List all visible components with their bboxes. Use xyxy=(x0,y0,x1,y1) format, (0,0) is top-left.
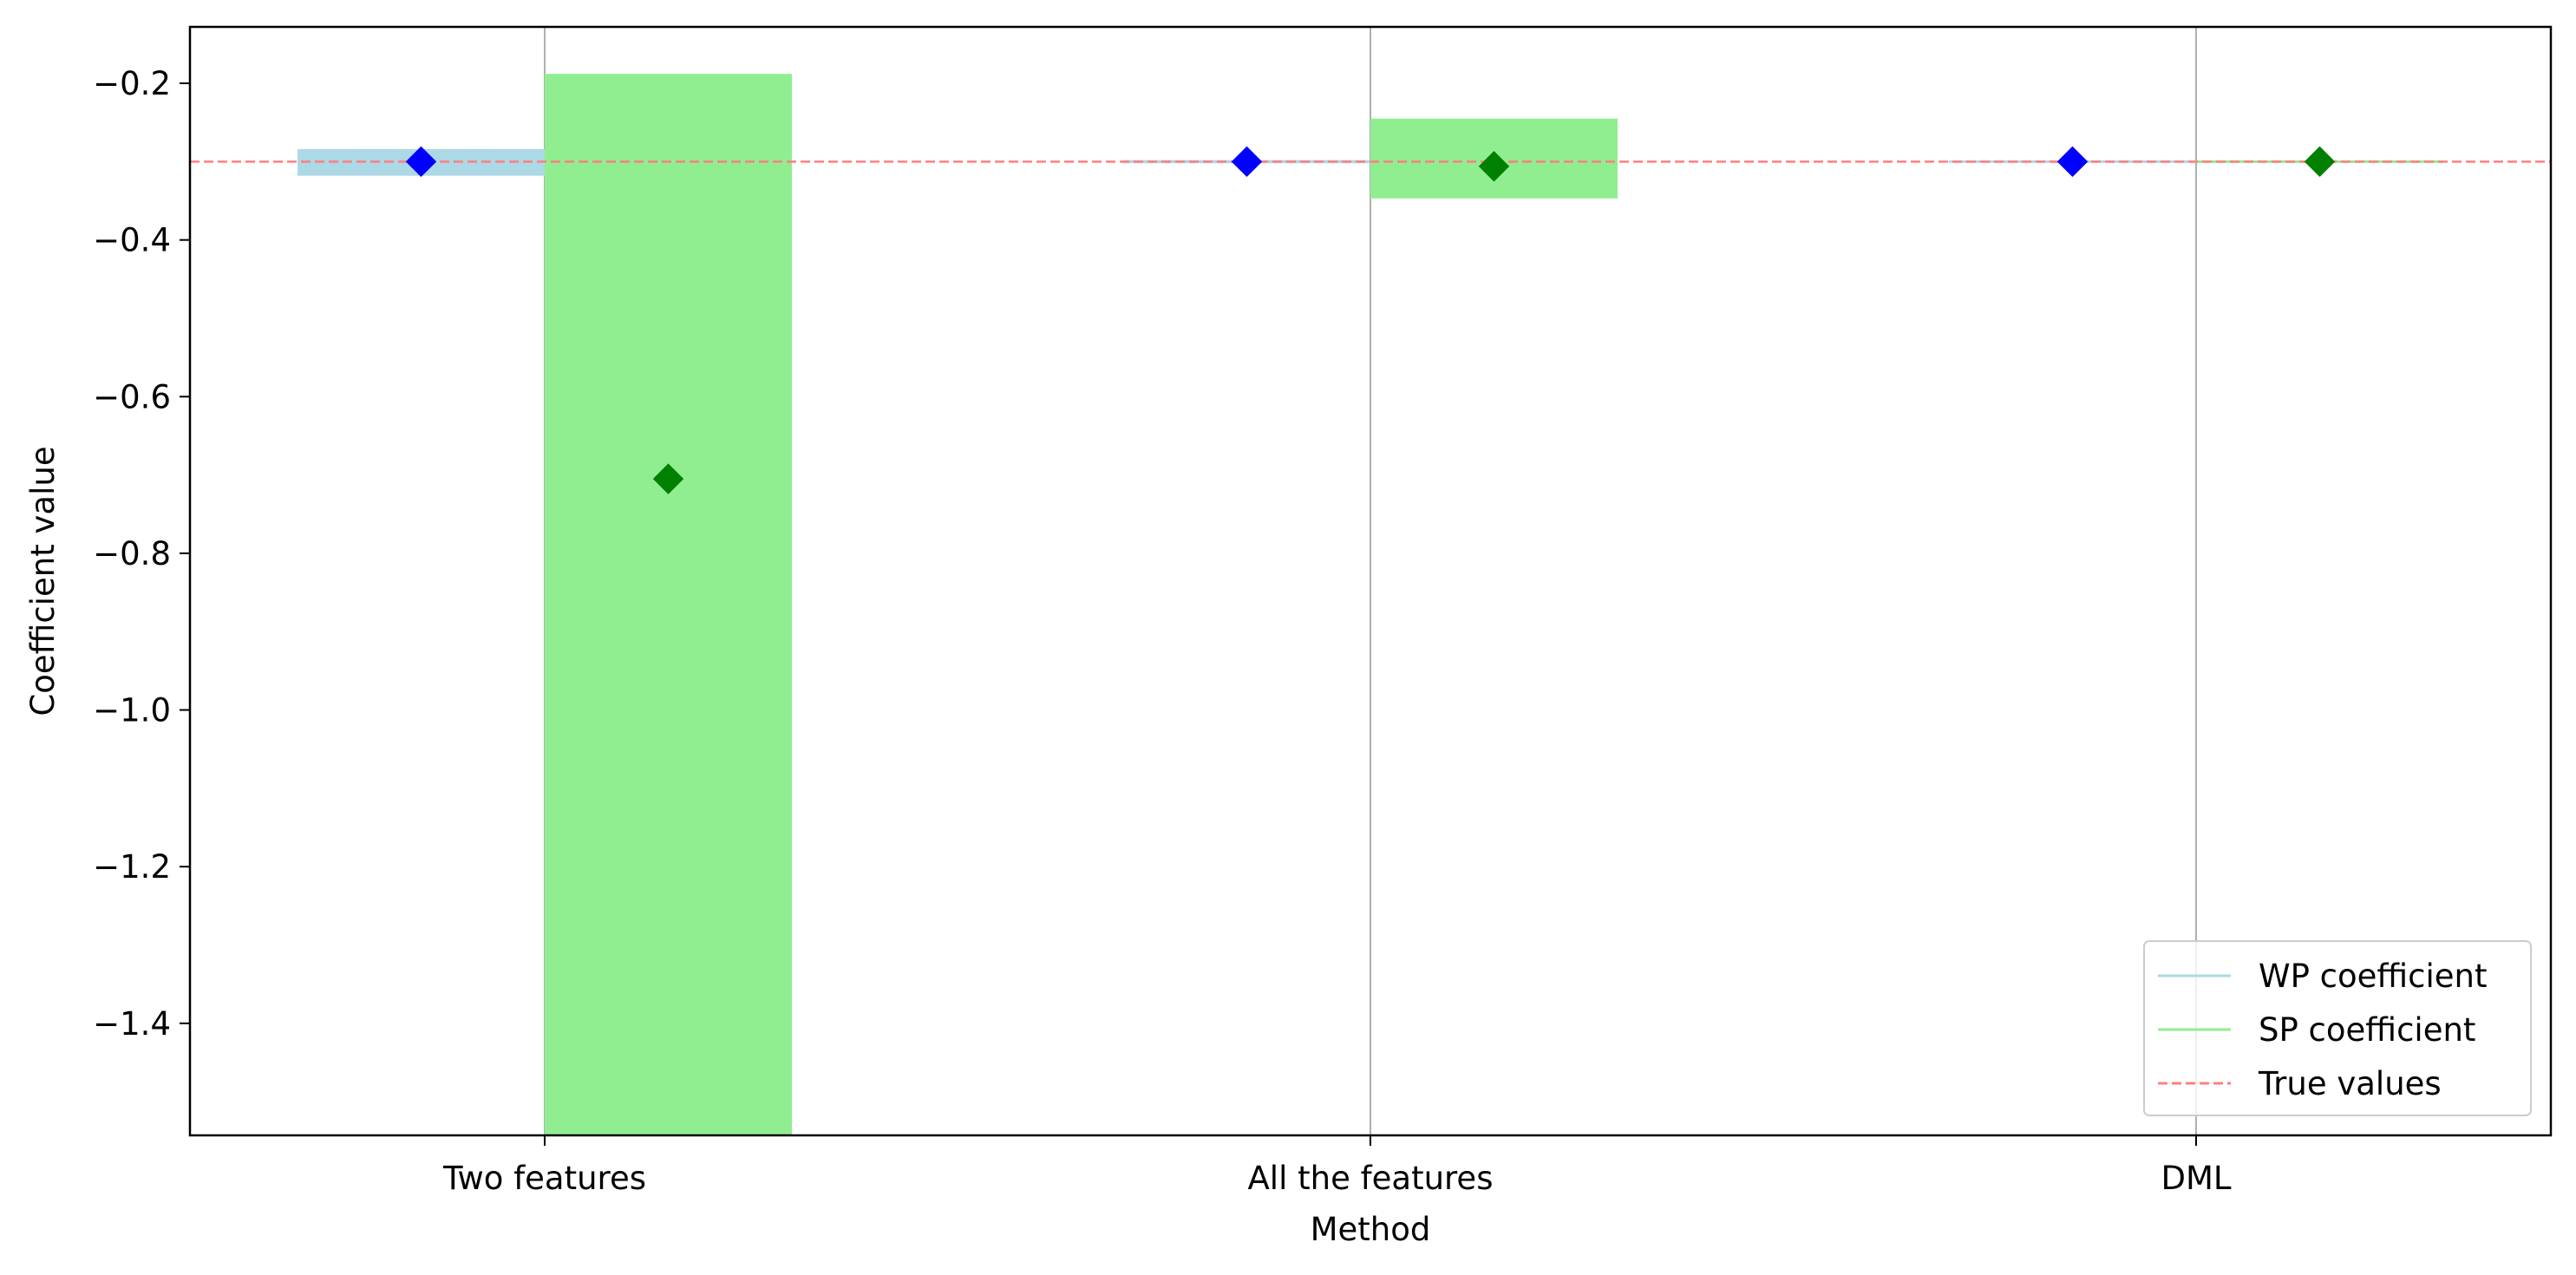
y-tick-label-1: −0.4 xyxy=(93,222,171,259)
y-tick-label-0: −0.2 xyxy=(93,65,171,102)
legend-wp-label: WP coefficient xyxy=(2259,958,2488,995)
x-tick-label-2: DML xyxy=(2161,1160,2231,1197)
legend-sp-label: SP coefficient xyxy=(2259,1011,2475,1049)
x-axis-ticks: Two features All the features DML xyxy=(442,1135,2232,1197)
sp-interval-bar-0 xyxy=(545,74,792,1136)
y-tick-label-5: −1.2 xyxy=(93,848,171,886)
sp-marker-1 xyxy=(1478,151,1510,182)
y-axis-ticks: −0.2 −0.4 −0.6 −0.8 −1.0 −1.2 −1.4 xyxy=(93,65,190,1043)
x-tick-label-0: Two features xyxy=(442,1160,646,1197)
legend: WP coefficient SP coefficient True value… xyxy=(2143,940,2532,1116)
y-tick-label-3: −0.8 xyxy=(93,535,171,572)
wp-marker-1 xyxy=(1231,146,1263,178)
y-tick-label-4: −1.0 xyxy=(93,692,171,729)
x-tick-label-1: All the features xyxy=(1248,1160,1494,1197)
y-tick-label-2: −0.6 xyxy=(93,378,171,415)
x-axis-title: Method xyxy=(1311,1211,1431,1248)
y-tick-label-6: −1.4 xyxy=(93,1005,171,1043)
legend-box xyxy=(2143,940,2532,1116)
estimate-markers xyxy=(405,146,2336,494)
sp-marker-0 xyxy=(652,463,684,494)
wp-marker-0 xyxy=(405,146,437,178)
sp-marker-2 xyxy=(2304,146,2336,178)
legend-true-label: True values xyxy=(2258,1065,2442,1102)
y-axis-title: Coefficient value xyxy=(24,446,62,716)
wp-marker-2 xyxy=(2056,146,2089,178)
